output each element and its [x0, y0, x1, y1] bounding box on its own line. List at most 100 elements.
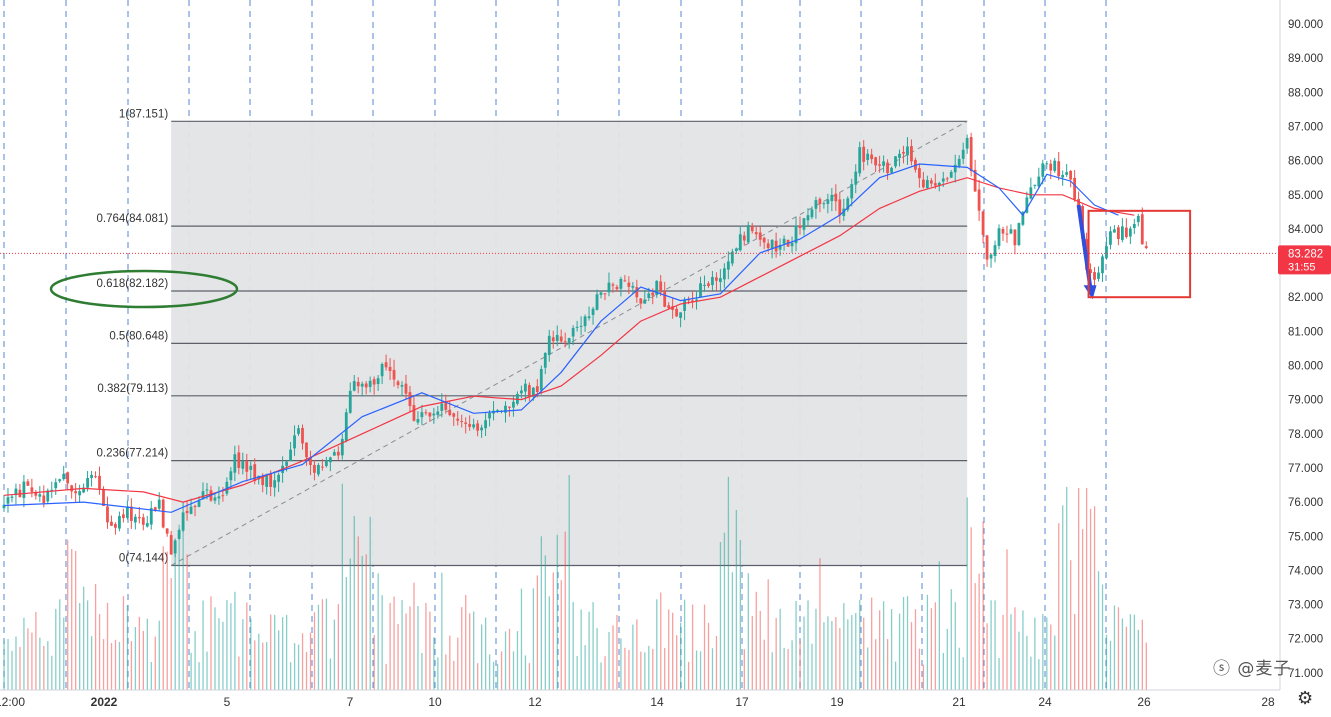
volume-bar: [1117, 607, 1120, 690]
candle-body: [695, 299, 698, 301]
candle-body: [420, 412, 424, 418]
volume-bar: [285, 615, 288, 690]
volume-bar: [879, 610, 881, 690]
candle-body: [575, 326, 579, 328]
volume-bar: [528, 663, 531, 690]
volume-bar: [516, 631, 519, 690]
volume-bar: [807, 600, 809, 690]
volume-bar: [695, 650, 698, 690]
candle-body: [476, 423, 480, 431]
watermark: ⓢ @麦子: [1213, 659, 1292, 679]
volume-bar: [660, 592, 662, 690]
candle-body: [659, 281, 663, 292]
volume-bar: [767, 579, 769, 690]
volume-bar: [628, 650, 630, 690]
volume-bar: [540, 536, 542, 690]
volume-bar: [560, 580, 562, 690]
volume-bar: [1074, 613, 1076, 690]
candle-body: [173, 540, 177, 554]
volume-bar: [98, 614, 101, 690]
candle-body: [1093, 272, 1096, 280]
volume-bar: [890, 608, 893, 690]
candle-body: [862, 146, 866, 162]
candle-body: [340, 438, 344, 456]
volume-bar: [930, 608, 933, 690]
candle-body: [1089, 269, 1092, 273]
volume-bar: [230, 603, 232, 690]
fib-level-label: 0.236(77.214): [97, 448, 169, 460]
volume-bar: [1137, 629, 1139, 690]
candle-body: [512, 401, 515, 408]
volume-bar: [596, 627, 598, 690]
candle-body: [719, 278, 722, 283]
volume-bar: [357, 536, 359, 690]
volume-bar: [90, 636, 93, 690]
settings-gear-icon[interactable]: ⚙: [1297, 688, 1314, 709]
y-tick-label: 72.000: [1288, 634, 1323, 646]
candle-body: [508, 406, 511, 408]
candle-body: [1101, 256, 1104, 274]
candle-body: [639, 298, 643, 304]
volume-bar: [250, 618, 252, 690]
candle-body: [758, 232, 762, 240]
candle-body: [531, 387, 535, 397]
volume-bar: [218, 618, 220, 690]
candle-body: [1069, 170, 1073, 180]
volume-bar: [779, 608, 781, 690]
volume-bar: [481, 624, 483, 690]
candle-body: [114, 524, 117, 528]
candle-body: [798, 225, 802, 229]
candle-body: [738, 234, 742, 251]
candle-body: [309, 457, 312, 466]
volume-bar: [680, 622, 682, 690]
candle-body: [2, 504, 6, 509]
volume-bar: [548, 596, 550, 690]
volume-bar: [791, 640, 793, 690]
volume-bar: [27, 628, 29, 690]
volume-bar: [122, 596, 125, 690]
volume-bar: [134, 627, 137, 690]
volume-bar: [787, 648, 789, 690]
candle-body: [157, 499, 161, 509]
volume-bar: [317, 604, 320, 690]
volume-bar: [278, 630, 280, 690]
volume-bar: [94, 583, 97, 690]
volume-bar: [508, 628, 511, 690]
candle-body: [675, 308, 679, 317]
volume-bar: [699, 651, 702, 690]
candle-body: [822, 203, 826, 205]
volume-bar: [652, 648, 654, 690]
annotation-arrow-head: [1083, 285, 1097, 300]
candle-body: [778, 245, 782, 250]
volume-bar: [950, 589, 952, 690]
candle-body: [921, 179, 925, 188]
candle-body: [627, 282, 631, 287]
candle-body: [790, 242, 794, 247]
candle-body: [655, 280, 659, 296]
volume-bar: [51, 655, 53, 690]
volume-bar: [580, 609, 582, 690]
candle-body: [667, 305, 671, 309]
candle-body: [1033, 184, 1037, 186]
volume-bar: [270, 614, 272, 690]
time-axis-background: [0, 690, 1280, 712]
volume-bar: [75, 550, 77, 690]
x-tick-label: 10: [428, 695, 442, 709]
volume-bar: [1042, 613, 1044, 690]
volume-bar: [556, 534, 558, 690]
candle-body: [882, 161, 885, 166]
candle-body: [289, 449, 292, 462]
y-tick-label: 81.000: [1288, 326, 1323, 338]
candle-body: [583, 316, 587, 327]
volume-bar: [246, 602, 248, 690]
volume-bar: [214, 607, 216, 690]
volume-bar: [946, 628, 948, 690]
candles: [2, 132, 1148, 558]
volume-bar: [63, 617, 65, 690]
volume-bar: [15, 636, 17, 690]
volume-bar: [934, 602, 937, 690]
candle-body: [949, 171, 953, 178]
candle-body: [360, 383, 364, 387]
